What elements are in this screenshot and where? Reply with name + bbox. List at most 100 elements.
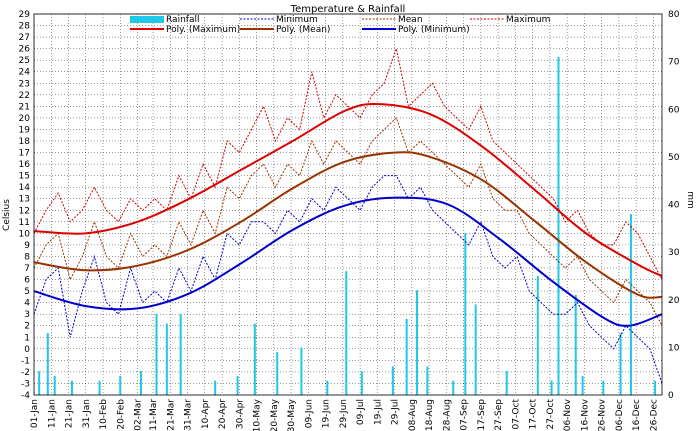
x-tick-label: 27-Oct	[546, 399, 556, 430]
y-tick-label: 4	[24, 299, 30, 309]
legend-swatch-rainfall	[130, 16, 164, 23]
x-tick-label: 19-Jul	[373, 399, 383, 425]
y-tick-label: 9	[24, 241, 30, 251]
rainfall-bar	[557, 56, 560, 396]
x-tick-label: 20-Feb	[116, 399, 126, 430]
y2-tick-label: 80	[668, 10, 680, 20]
rainfall-bar	[464, 233, 467, 395]
y-tick-label: 6	[24, 276, 30, 286]
legend-label-maximum: Maximum	[506, 15, 550, 25]
y-tick-label: 7	[24, 264, 30, 274]
x-tick-label: 26-Nov	[598, 398, 608, 431]
axes: -4-3-2-101234567891011121314151617181920…	[19, 10, 680, 431]
grid	[33, 13, 662, 396]
x-tick-label: 27-Sep	[494, 399, 504, 431]
x-tick-label: 21-Mar	[166, 399, 176, 431]
x-tick-label: 07-Oct	[511, 399, 521, 430]
rainfall-bar	[474, 304, 477, 395]
rainfall-bar	[300, 347, 303, 395]
rainfall-bar	[581, 375, 584, 395]
series-minimum	[33, 175, 663, 384]
y2-tick-label: 40	[668, 201, 680, 211]
legend-label-poly_minimum: Poly. (Minimum)	[398, 25, 470, 35]
y-tick-label: 5	[24, 287, 30, 297]
rainfall-bar	[46, 333, 49, 395]
trend-maximum	[33, 102, 663, 278]
rainfall-bar	[602, 380, 605, 395]
x-tick-label: 10-May	[253, 398, 263, 431]
x-tick-label: 17-Sep	[477, 399, 487, 431]
x-tick-label: 02-Mar	[134, 399, 144, 431]
rainfall-bar	[326, 380, 329, 395]
rainfall-bar	[452, 380, 455, 395]
y-tick-label: 10	[19, 229, 31, 239]
y-tick-label: 24	[19, 68, 31, 78]
rainfall-bar	[276, 352, 279, 395]
x-tick-label: 19-Jun	[322, 399, 332, 428]
y-tick-label: -2	[21, 368, 30, 378]
rainfall-bar	[165, 323, 168, 395]
y-tick-label: 8	[24, 252, 30, 262]
rainfall-bar	[70, 380, 73, 395]
y2-tick-label: 20	[668, 296, 680, 306]
rainfall-bar	[38, 371, 41, 395]
rainfall-bar	[119, 375, 122, 395]
trend-mean	[33, 151, 663, 299]
rainfall-bar	[214, 380, 217, 395]
y-tick-label: 29	[19, 10, 31, 20]
x-tick-label: 31-Mar	[184, 399, 194, 431]
rainfall-bar	[426, 366, 429, 395]
daily-temperature-series	[33, 46, 663, 384]
rainfall-bar	[236, 375, 239, 395]
y2-tick-label: 50	[668, 153, 680, 163]
x-tick-label: 17-Oct	[529, 399, 539, 430]
y-tick-label: 25	[19, 56, 30, 66]
x-tick-label: 10-Apr	[201, 399, 211, 429]
x-tick-label: 06-Nov	[563, 398, 573, 431]
x-tick-label: 11-Mar	[149, 399, 159, 431]
rainfall-series	[38, 56, 657, 396]
x-tick-label: 18-Aug	[425, 399, 435, 431]
rainfall-bar	[139, 371, 142, 395]
y-tick-label: 23	[19, 79, 30, 89]
x-tick-label: 28-Aug	[442, 399, 452, 431]
rainfall-bar	[345, 271, 348, 395]
x-tick-label: 29-Jul	[391, 399, 401, 425]
legend-label-minimum: Minimum	[276, 15, 318, 25]
x-tick-label: 29-Jun	[339, 399, 349, 428]
y-tick-label: 2	[24, 322, 30, 332]
x-tick-label: 30-Apr	[235, 399, 245, 429]
y-tick-label: 15	[19, 172, 30, 182]
legend: Rainfall Minimum Mean Maximum Poly. (Maximum…	[130, 15, 550, 35]
y-tick-label: 14	[19, 183, 31, 193]
rainfall-bar	[550, 380, 553, 395]
rainfall-bar	[179, 314, 182, 395]
y-tick-label: 26	[19, 45, 31, 55]
y-tick-label: 27	[19, 33, 30, 43]
x-tick-label: 01-Jan	[30, 399, 40, 428]
plot-frame	[33, 13, 663, 396]
x-tick-label: 10-Feb	[99, 399, 109, 430]
y-tick-label: 3	[24, 310, 30, 320]
x-tick-label: 30-May	[287, 398, 297, 431]
chart-title: Temperature & Rainfall	[290, 4, 406, 15]
legend-label-rainfall: Rainfall	[166, 15, 199, 25]
trend-minimum	[33, 196, 663, 327]
x-tick-label: 16-Nov	[580, 398, 590, 431]
y2-tick-label: 10	[668, 343, 680, 353]
y2-tick-label: 60	[668, 105, 680, 115]
y-tick-label: 20	[19, 114, 31, 124]
series-maximum	[33, 46, 663, 280]
y-tick-label: 22	[19, 91, 30, 101]
y-tick-label: 18	[19, 137, 31, 147]
rainfall-bar	[654, 380, 657, 395]
y-tick-label: -3	[21, 379, 30, 389]
y-tick-label: -1	[21, 356, 30, 366]
rainfall-bar	[619, 333, 622, 395]
y-tick-label: -4	[21, 391, 30, 401]
y-tick-label: 19	[19, 125, 31, 135]
rainfall-bar	[629, 214, 632, 395]
y-tick-label: 28	[19, 22, 31, 32]
x-tick-label: 09-Jun	[304, 399, 314, 428]
